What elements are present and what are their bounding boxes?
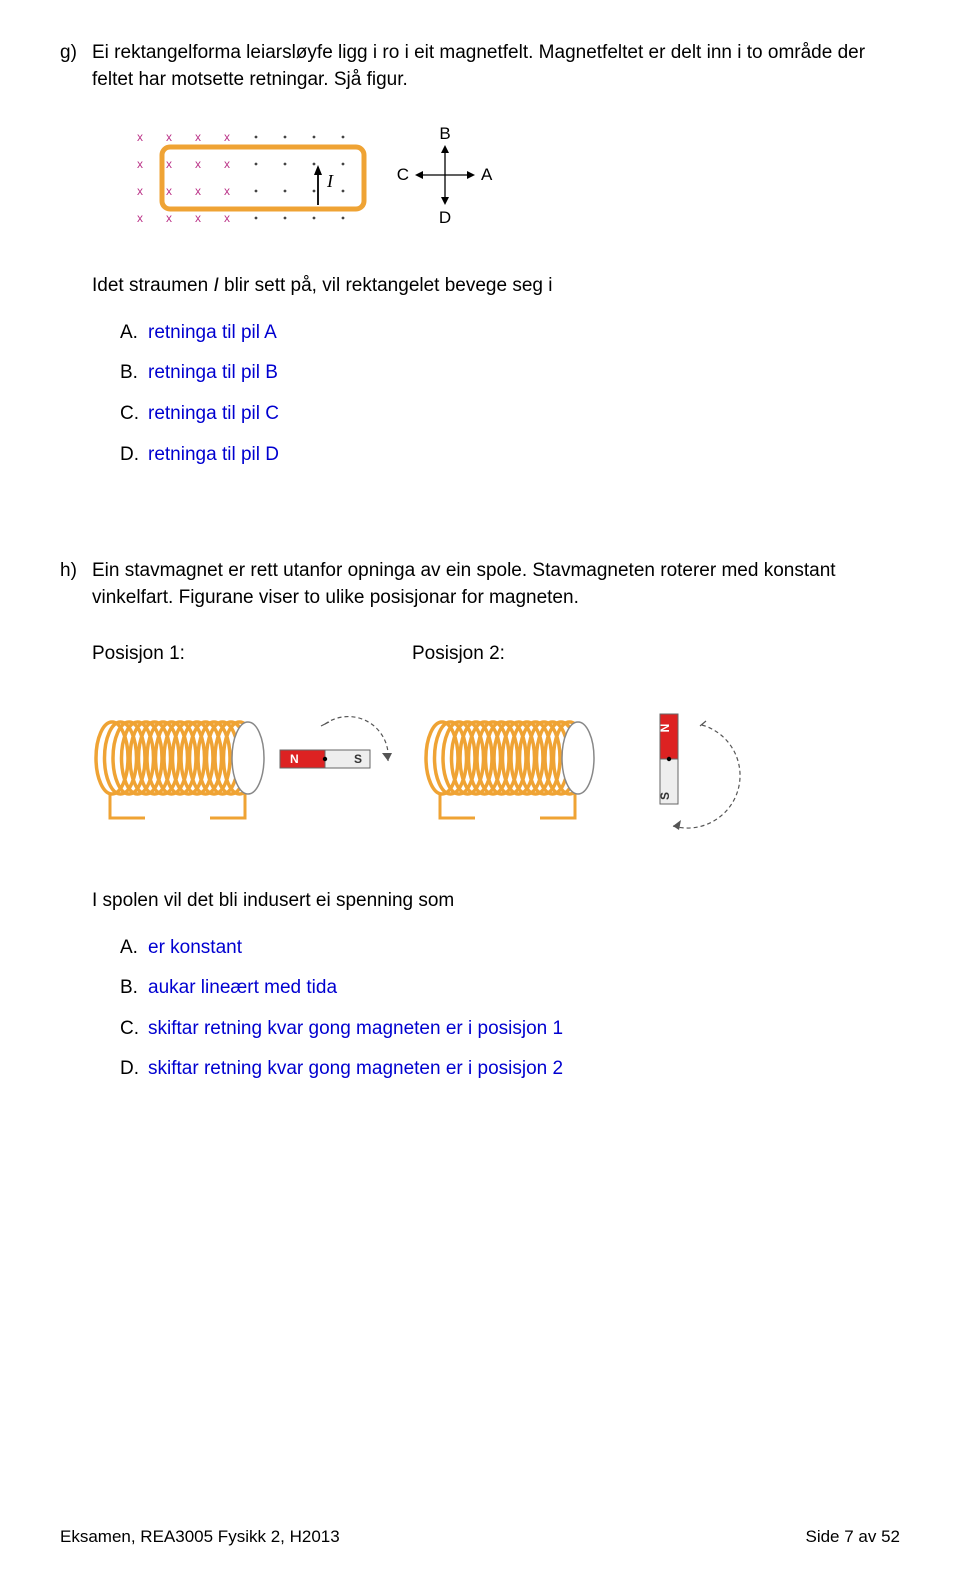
option-row: D.skiftar retning kvar gong magneten er … [120, 1056, 900, 1083]
pos1-label: Posisjon 1: [92, 641, 412, 668]
question-h-text: h) Ein stavmagnet er rett utanfor opning… [60, 558, 900, 611]
svg-text:x: x [224, 211, 230, 225]
opt-letter: A. [120, 320, 148, 347]
svg-text:x: x [137, 211, 143, 225]
opt-text: retninga til pil D [148, 442, 279, 469]
svg-text:S: S [658, 792, 672, 800]
svg-text:x: x [137, 130, 143, 144]
svg-text:x: x [224, 184, 230, 198]
opt-letter: D. [120, 1056, 148, 1083]
svg-text:S: S [354, 752, 362, 766]
opt-letter: D. [120, 442, 148, 469]
option-row: C.skiftar retning kvar gong magneten er … [120, 1016, 900, 1043]
svg-text:x: x [137, 184, 143, 198]
intro-suffix: blir sett på, vil rektangelet bevege seg… [219, 275, 553, 296]
figure-g: xxxxxxxxxxxxxxxx I B D C A [120, 123, 900, 233]
svg-text:A: A [481, 165, 493, 184]
figure-h: N S N S [90, 688, 900, 838]
svg-text:D: D [439, 208, 451, 227]
pos2-label: Posisjon 2: [412, 641, 505, 668]
page-footer: Eksamen, REA3005 Fysikk 2, H2013 Side 7 … [60, 1525, 900, 1549]
opt-letter: C. [120, 401, 148, 428]
question-g: g) Ei rektangelforma leiarsløyfe ligg i … [60, 40, 900, 468]
opt-text: retninga til pil B [148, 360, 278, 387]
svg-text:x: x [166, 211, 172, 225]
svg-text:x: x [195, 211, 201, 225]
footer-left: Eksamen, REA3005 Fysikk 2, H2013 [60, 1525, 340, 1549]
options-h: A.er konstant B.aukar lineært med tida C… [120, 935, 900, 1083]
svg-text:N: N [290, 752, 299, 766]
option-row: A.retninga til pil A [120, 320, 900, 347]
svg-text:x: x [195, 184, 201, 198]
opt-letter: B. [120, 360, 148, 387]
svg-text:x: x [224, 157, 230, 171]
opt-text: skiftar retning kvar gong magneten er i … [148, 1016, 563, 1043]
opt-text: er konstant [148, 935, 242, 962]
svg-text:N: N [658, 724, 672, 733]
intro-prefix: Idet straumen [92, 275, 213, 296]
option-row: A.er konstant [120, 935, 900, 962]
q-marker: h) [60, 558, 92, 585]
option-row: D.retninga til pil D [120, 442, 900, 469]
options-g: A.retninga til pil A B.retninga til pil … [120, 320, 900, 468]
opt-letter: A. [120, 935, 148, 962]
option-row: B.aukar lineært med tida [120, 975, 900, 1002]
question-g-text: g) Ei rektangelforma leiarsløyfe ligg i … [60, 40, 900, 93]
question-h-intro: I spolen vil det bli indusert ei spennin… [92, 888, 900, 915]
question-g-intro: Idet straumen I blir sett på, vil rektan… [92, 273, 900, 300]
option-row: B.retninga til pil B [120, 360, 900, 387]
svg-text:x: x [224, 130, 230, 144]
q-body: Ei rektangelforma leiarsløyfe ligg i ro … [92, 40, 900, 93]
q-body: Ein stavmagnet er rett utanfor opninga a… [92, 558, 900, 611]
svg-text:x: x [195, 157, 201, 171]
question-h: h) Ein stavmagnet er rett utanfor opning… [60, 558, 900, 1083]
svg-text:x: x [166, 130, 172, 144]
svg-text:C: C [397, 165, 409, 184]
opt-text: retninga til pil A [148, 320, 277, 347]
svg-text:x: x [195, 130, 201, 144]
svg-text:x: x [166, 157, 172, 171]
svg-text:x: x [137, 157, 143, 171]
opt-text: skiftar retning kvar gong magneten er i … [148, 1056, 563, 1083]
svg-text:x: x [166, 184, 172, 198]
opt-text: retninga til pil C [148, 401, 279, 428]
opt-text: aukar lineært med tida [148, 975, 337, 1002]
svg-text:I: I [326, 171, 334, 191]
q-marker: g) [60, 40, 92, 67]
svg-text:B: B [439, 124, 450, 143]
option-row: C.retninga til pil C [120, 401, 900, 428]
opt-letter: C. [120, 1016, 148, 1043]
position-labels: Posisjon 1: Posisjon 2: [92, 641, 900, 668]
footer-right: Side 7 av 52 [805, 1525, 900, 1549]
opt-letter: B. [120, 975, 148, 1002]
